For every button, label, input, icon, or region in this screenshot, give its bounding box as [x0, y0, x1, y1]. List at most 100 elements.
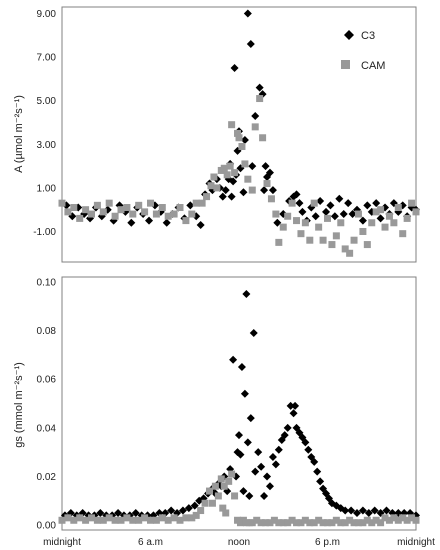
- data-point-cam-a: [297, 230, 305, 238]
- data-point-cam-a: [390, 219, 398, 227]
- data-point-cam-b: [270, 516, 278, 524]
- data-point-c3-a: [295, 199, 304, 208]
- data-point-c3-b: [289, 409, 298, 418]
- data-point-cam-b: [390, 514, 398, 522]
- data-point-cam-a: [64, 208, 72, 216]
- data-point-c3-a: [145, 216, 154, 225]
- data-point-cam-a: [58, 199, 66, 207]
- data-point-c3-b: [245, 491, 254, 500]
- data-point-c3-a: [127, 218, 136, 227]
- data-point-cam-b: [201, 499, 209, 507]
- data-point-c3-a: [348, 210, 357, 219]
- y-tick-label-a: 3.00: [37, 140, 57, 151]
- data-point-cam-b: [262, 519, 270, 527]
- data-point-cam-a: [135, 201, 143, 209]
- data-point-cam-a: [223, 171, 231, 179]
- data-point-c3-b: [184, 504, 193, 513]
- data-point-c3-a: [186, 201, 195, 210]
- data-point-cam-b: [377, 519, 385, 527]
- data-point-c3-a: [273, 218, 282, 227]
- data-point-cam-b: [228, 470, 236, 478]
- data-point-cam-b: [206, 487, 213, 495]
- data-point-cam-b: [253, 516, 261, 524]
- data-point-c3-a: [268, 186, 277, 195]
- x-tick-label: midnight: [43, 537, 81, 548]
- data-point-cam-b: [341, 519, 349, 527]
- y-tick-label-a: -1.00: [33, 227, 56, 238]
- data-point-c3-a: [322, 207, 331, 216]
- data-point-c3-b: [271, 460, 280, 469]
- data-point-c3-b: [274, 445, 283, 454]
- data-point-cam-b: [188, 514, 196, 522]
- data-point-c3-a: [218, 192, 227, 201]
- data-point-cam-b: [141, 514, 149, 522]
- data-point-c3-b: [310, 457, 319, 466]
- data-point-cam-a: [315, 223, 323, 231]
- data-point-cam-a: [76, 214, 84, 222]
- data-point-cam-a: [70, 204, 78, 212]
- data-point-cam-b: [211, 482, 219, 490]
- data-point-c3-a: [292, 190, 301, 199]
- data-point-cam-b: [354, 519, 362, 527]
- data-point-cam-a: [368, 219, 376, 227]
- data-point-cam-a: [203, 193, 211, 201]
- data-point-cam-a: [182, 217, 190, 225]
- data-point-cam-a: [403, 214, 411, 222]
- data-point-cam-b: [217, 475, 225, 483]
- x-tick-label: 6 a.m: [138, 537, 163, 548]
- data-point-c3-a: [248, 162, 257, 171]
- data-point-c3-b: [236, 450, 245, 459]
- data-point-cam-a: [363, 241, 371, 249]
- x-tick-label: midnight: [397, 537, 435, 548]
- data-point-cam-a: [93, 201, 101, 209]
- data-point-c3-a: [227, 192, 236, 201]
- data-point-c3-b: [96, 508, 105, 517]
- data-point-c3-a: [363, 201, 372, 210]
- data-point-cam-b: [412, 516, 420, 524]
- data-point-cam-a: [377, 206, 385, 214]
- data-point-cam-a: [234, 129, 242, 137]
- data-point-c3-b: [313, 467, 322, 476]
- data-point-cam-b: [214, 492, 222, 500]
- data-point-cam-b: [88, 514, 95, 522]
- data-point-c3-a: [326, 201, 335, 210]
- plot-area-a: [61, 6, 417, 263]
- data-point-c3-b: [239, 487, 248, 496]
- data-point-c3-b: [167, 506, 176, 515]
- data-point-c3-b: [301, 438, 310, 447]
- data-point-cam-b: [368, 519, 376, 527]
- data-point-cam-b: [350, 519, 358, 527]
- data-point-c3-a: [239, 188, 248, 197]
- x-tick-label: 6 p.m: [315, 537, 340, 548]
- data-point-cam-a: [88, 210, 95, 218]
- data-point-c3-b: [364, 508, 373, 517]
- y-tick-label-a: 9.00: [37, 9, 57, 20]
- data-point-c3-a: [376, 214, 385, 223]
- photosynthesis-panel: 9.00 7.00 5.00 3.00 1.00 -1.00 A (µmol m⁻²s⁻¹…: [13, 6, 420, 263]
- data-point-cam-a: [152, 210, 160, 218]
- data-point-cam-a: [251, 123, 259, 131]
- data-point-c3-b: [265, 482, 274, 491]
- data-point-cam-b: [403, 516, 411, 524]
- data-point-cam-a: [306, 236, 314, 244]
- data-point-cam-b: [58, 516, 66, 524]
- data-point-c3-a: [221, 186, 230, 195]
- data-point-c3-b: [286, 401, 295, 410]
- data-point-cam-b: [301, 516, 309, 524]
- legend-label-c3: C3: [361, 30, 375, 42]
- data-point-c3-a: [261, 162, 270, 171]
- data-point-c3-b: [280, 431, 289, 440]
- data-point-cam-a: [213, 184, 221, 192]
- data-point-cam-a: [385, 212, 393, 220]
- data-point-c3-b: [382, 506, 391, 515]
- y-tick-label-a: 5.00: [37, 96, 57, 107]
- data-point-c3-b: [251, 467, 260, 476]
- data-point-cam-b: [275, 519, 283, 527]
- data-point-cam-b: [170, 514, 178, 522]
- data-point-c3-b: [268, 453, 277, 462]
- data-point-c3-b: [242, 290, 251, 299]
- data-point-cam-a: [170, 210, 178, 218]
- data-point-cam-a: [235, 134, 243, 142]
- data-point-cam-a: [350, 236, 358, 244]
